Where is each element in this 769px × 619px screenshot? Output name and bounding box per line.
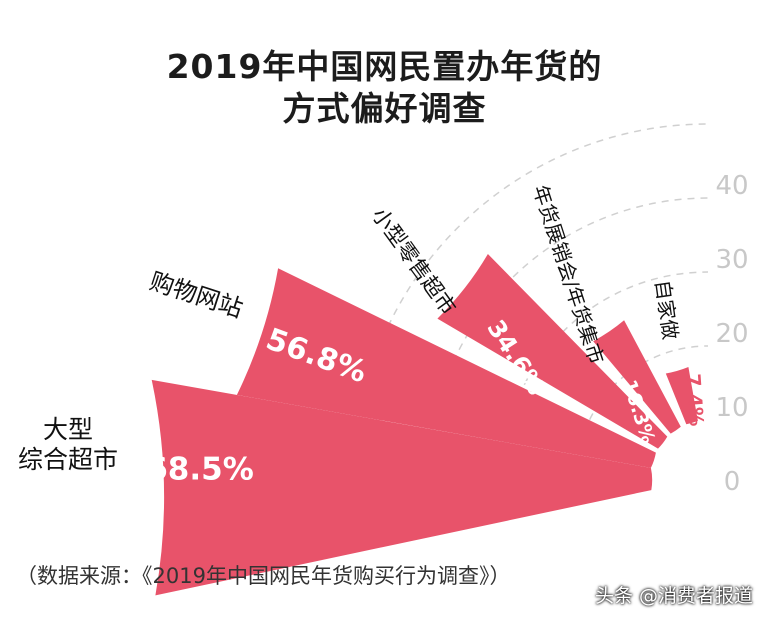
value-label-0: 68.5% xyxy=(146,452,254,488)
bar-2 xyxy=(437,254,668,449)
bar-0 xyxy=(151,379,653,596)
category-label-1-line-0: 购物网站 xyxy=(146,267,246,323)
bar-4 xyxy=(665,367,698,425)
chart-title-line1: 2019年中国网民置办年货的 xyxy=(166,47,603,86)
bar-1 xyxy=(236,268,656,468)
radial-tick-label-30: 30 xyxy=(715,245,748,275)
radial-tick-label-40: 40 xyxy=(715,171,748,201)
source-note: （数据来源：《2019年中国网民年货购买行为调查》） xyxy=(16,564,511,588)
category-label-4-line-0: 自家做 xyxy=(650,278,682,341)
radial-tick-label-20: 20 xyxy=(715,319,748,349)
value-label-4: 7.4% xyxy=(682,373,708,427)
watermark: 头条 @消费者报道 xyxy=(594,585,753,607)
bar-3 xyxy=(593,320,681,434)
category-label-0-line-1: 综合超市 xyxy=(18,445,118,474)
radial-tick-label-10: 10 xyxy=(715,393,748,423)
radial-tick-label-0: 0 xyxy=(724,467,741,497)
chart-title-line2: 方式偏好调查 xyxy=(282,89,487,128)
category-label-0-line-0: 大型 xyxy=(43,415,93,444)
category-label-2-line-0: 小型零售超市 xyxy=(367,203,460,319)
